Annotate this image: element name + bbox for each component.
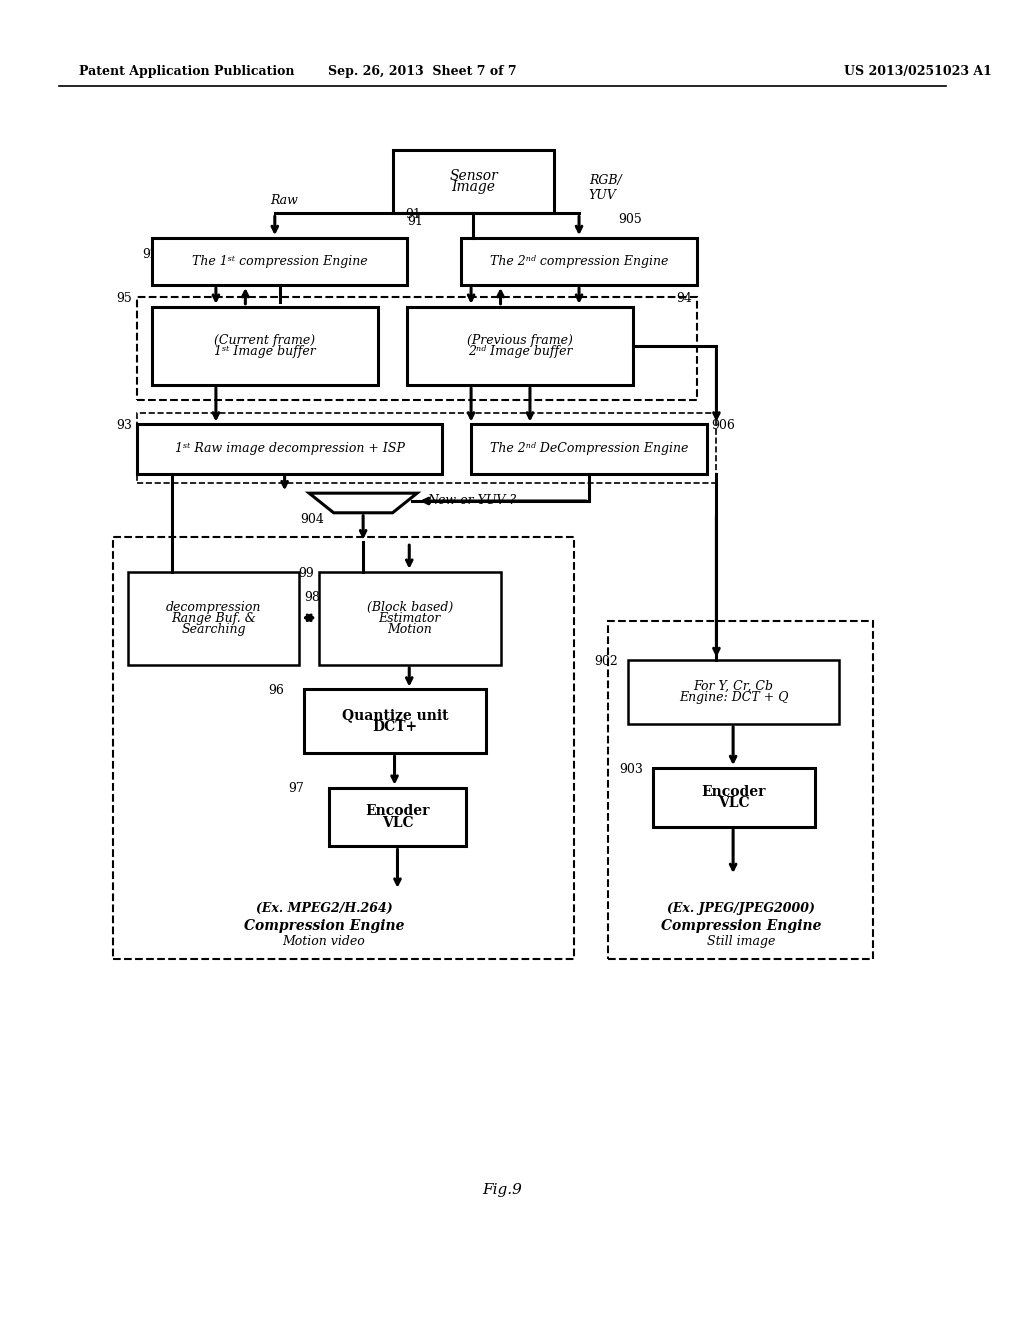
- Text: Quantize unit: Quantize unit: [342, 709, 449, 722]
- Bar: [628, 660, 839, 723]
- Bar: [128, 572, 299, 665]
- Text: For Y, Cr, Cb: For Y, Cr, Cb: [693, 680, 773, 693]
- Text: 1ˢᵗ Raw image decompression + ISP: 1ˢᵗ Raw image decompression + ISP: [174, 442, 404, 455]
- Text: Engine: DCT + Q: Engine: DCT + Q: [679, 690, 788, 704]
- Bar: [392, 149, 555, 214]
- Bar: [461, 238, 696, 285]
- Bar: [153, 238, 408, 285]
- Text: 902: 902: [595, 655, 618, 668]
- Text: 92: 92: [142, 248, 158, 260]
- Text: 905: 905: [618, 214, 642, 226]
- Polygon shape: [309, 494, 417, 512]
- Text: 1ˢᵗ Image buffer: 1ˢᵗ Image buffer: [214, 345, 315, 358]
- Text: 99: 99: [298, 566, 314, 579]
- Text: 93: 93: [117, 420, 132, 433]
- Text: Compression Engine: Compression Engine: [244, 919, 404, 933]
- Text: Fig.9: Fig.9: [482, 1183, 522, 1197]
- Text: 94: 94: [676, 292, 692, 305]
- Text: YUV: YUV: [589, 189, 616, 202]
- Text: Motion: Motion: [387, 623, 432, 636]
- Text: decompression: decompression: [166, 601, 261, 614]
- Bar: [329, 788, 466, 846]
- Text: Searching: Searching: [181, 623, 246, 636]
- Text: VLC: VLC: [382, 816, 414, 830]
- Text: (Ex. MPEG2/H.264): (Ex. MPEG2/H.264): [256, 903, 392, 915]
- Bar: [153, 306, 378, 385]
- Bar: [304, 689, 485, 754]
- Text: 98: 98: [304, 591, 321, 605]
- Bar: [137, 425, 441, 474]
- Bar: [471, 425, 707, 474]
- Text: Encoder: Encoder: [366, 804, 430, 818]
- Text: 904: 904: [300, 512, 324, 525]
- Text: 91: 91: [408, 215, 423, 228]
- Text: 903: 903: [618, 763, 643, 776]
- Text: (Ex. JPEG/JPEG2000): (Ex. JPEG/JPEG2000): [667, 903, 815, 915]
- Bar: [113, 537, 574, 960]
- Bar: [608, 620, 873, 960]
- Text: Motion video: Motion video: [283, 935, 366, 948]
- Bar: [408, 306, 633, 385]
- Text: 95: 95: [117, 292, 132, 305]
- Text: New or YUV ?: New or YUV ?: [427, 494, 516, 507]
- Text: RGB/: RGB/: [589, 174, 622, 187]
- Bar: [652, 768, 814, 826]
- Text: Raw: Raw: [270, 194, 299, 207]
- Text: Patent Application Publication: Patent Application Publication: [79, 65, 294, 78]
- Text: 96: 96: [268, 684, 285, 697]
- Text: 97: 97: [289, 783, 304, 796]
- Text: 906: 906: [712, 420, 735, 433]
- Bar: [137, 297, 696, 400]
- Text: Range Buf. &: Range Buf. &: [171, 611, 256, 624]
- Text: Sensor: Sensor: [450, 169, 498, 182]
- Bar: [137, 413, 717, 483]
- Text: The 1ˢᵗ compression Engine: The 1ˢᵗ compression Engine: [191, 255, 368, 268]
- Text: Compression Engine: Compression Engine: [660, 919, 821, 933]
- Text: (Current frame): (Current frame): [214, 334, 315, 347]
- Text: 2ⁿᵈ Image buffer: 2ⁿᵈ Image buffer: [468, 345, 572, 358]
- Text: US 2013/0251023 A1: US 2013/0251023 A1: [844, 65, 992, 78]
- Text: (Previous frame): (Previous frame): [467, 334, 573, 347]
- Text: VLC: VLC: [718, 796, 750, 810]
- Text: Still image: Still image: [707, 935, 775, 948]
- Text: The 2ⁿᵈ DeCompression Engine: The 2ⁿᵈ DeCompression Engine: [489, 442, 688, 455]
- Text: (Block based): (Block based): [367, 601, 453, 614]
- Text: Estimator: Estimator: [379, 611, 441, 624]
- Text: Encoder: Encoder: [701, 784, 766, 799]
- Bar: [318, 572, 501, 665]
- Text: The 2ⁿᵈ compression Engine: The 2ⁿᵈ compression Engine: [489, 255, 669, 268]
- Text: Sep. 26, 2013  Sheet 7 of 7: Sep. 26, 2013 Sheet 7 of 7: [328, 65, 516, 78]
- Text: 91: 91: [406, 209, 421, 222]
- Text: DCT+: DCT+: [373, 721, 418, 734]
- Text: Image: Image: [452, 181, 496, 194]
